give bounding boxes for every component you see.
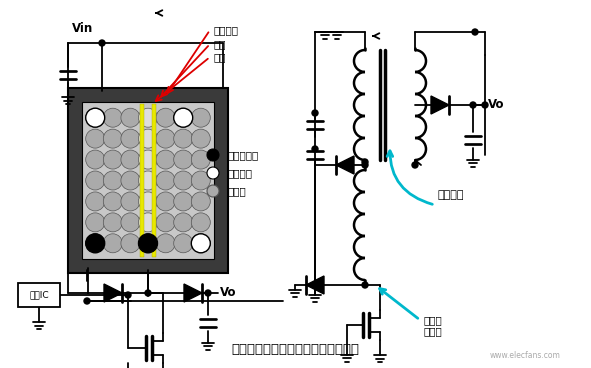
- Circle shape: [207, 185, 219, 197]
- Circle shape: [191, 129, 210, 148]
- Circle shape: [156, 234, 175, 253]
- Circle shape: [84, 298, 90, 304]
- Circle shape: [156, 192, 175, 211]
- Circle shape: [312, 110, 318, 116]
- Circle shape: [138, 129, 157, 148]
- Circle shape: [121, 192, 140, 211]
- Polygon shape: [336, 156, 354, 174]
- Circle shape: [145, 290, 151, 296]
- Circle shape: [174, 192, 193, 211]
- Circle shape: [86, 129, 105, 148]
- Bar: [152, 104, 156, 257]
- Circle shape: [362, 162, 368, 168]
- Circle shape: [103, 171, 122, 190]
- Circle shape: [121, 108, 140, 127]
- Circle shape: [86, 234, 105, 253]
- Circle shape: [86, 171, 105, 190]
- Text: 绕组末端: 绕组末端: [227, 168, 252, 178]
- Circle shape: [412, 162, 418, 168]
- Circle shape: [103, 129, 122, 148]
- Circle shape: [125, 292, 131, 298]
- Text: www.elecfans.com: www.elecfans.com: [490, 351, 561, 360]
- Circle shape: [138, 234, 157, 253]
- Circle shape: [138, 150, 157, 169]
- Circle shape: [156, 171, 175, 190]
- Circle shape: [156, 150, 175, 169]
- Circle shape: [86, 234, 105, 253]
- Text: 使用一次侧辅助绕组作为法拉第屏蔽: 使用一次侧辅助绕组作为法拉第屏蔽: [232, 343, 359, 356]
- Text: 挡墙: 挡墙: [213, 39, 226, 49]
- Circle shape: [86, 108, 105, 127]
- Circle shape: [156, 213, 175, 232]
- Circle shape: [138, 171, 157, 190]
- Circle shape: [191, 108, 210, 127]
- Text: 变压器
起始端: 变压器 起始端: [423, 315, 441, 337]
- Text: Vo: Vo: [488, 99, 505, 112]
- Text: Vin: Vin: [72, 21, 93, 35]
- Circle shape: [174, 213, 193, 232]
- Text: Vo: Vo: [220, 287, 236, 300]
- Circle shape: [121, 213, 140, 232]
- Circle shape: [191, 213, 210, 232]
- Circle shape: [362, 159, 368, 165]
- Circle shape: [138, 108, 157, 127]
- Circle shape: [86, 150, 105, 169]
- Circle shape: [121, 129, 140, 148]
- Circle shape: [174, 234, 193, 253]
- Circle shape: [207, 167, 219, 179]
- Bar: [140, 104, 144, 257]
- Bar: [68, 88, 228, 273]
- Text: 控制IC: 控制IC: [29, 290, 49, 300]
- Circle shape: [191, 192, 210, 211]
- Circle shape: [103, 192, 122, 211]
- Polygon shape: [104, 284, 122, 302]
- Circle shape: [362, 282, 368, 288]
- Circle shape: [207, 149, 219, 161]
- Circle shape: [312, 146, 318, 152]
- Circle shape: [174, 108, 193, 127]
- Circle shape: [138, 213, 157, 232]
- Circle shape: [205, 290, 211, 296]
- Circle shape: [191, 234, 210, 253]
- Circle shape: [482, 102, 488, 108]
- Circle shape: [472, 29, 478, 35]
- Text: 绕线顺序: 绕线顺序: [437, 190, 463, 200]
- Circle shape: [174, 108, 193, 127]
- Circle shape: [191, 171, 210, 190]
- Circle shape: [470, 102, 476, 108]
- Circle shape: [156, 108, 175, 127]
- Text: 静默端: 静默端: [227, 186, 246, 196]
- Circle shape: [103, 150, 122, 169]
- Text: 绝缘胶带: 绝缘胶带: [213, 25, 238, 35]
- Circle shape: [86, 192, 105, 211]
- Circle shape: [103, 213, 122, 232]
- Circle shape: [138, 192, 157, 211]
- Bar: [82, 102, 214, 259]
- Circle shape: [86, 213, 105, 232]
- Circle shape: [191, 234, 210, 253]
- Circle shape: [99, 40, 105, 46]
- Bar: [18, 283, 60, 307]
- Text: 骨架: 骨架: [213, 52, 226, 62]
- Circle shape: [121, 171, 140, 190]
- Circle shape: [174, 171, 193, 190]
- Circle shape: [138, 234, 157, 253]
- Polygon shape: [431, 96, 449, 114]
- Circle shape: [174, 129, 193, 148]
- Polygon shape: [184, 284, 202, 302]
- Circle shape: [86, 108, 105, 127]
- Circle shape: [156, 129, 175, 148]
- Text: 绕组起始端: 绕组起始端: [227, 150, 258, 160]
- Circle shape: [174, 150, 193, 169]
- Circle shape: [191, 150, 210, 169]
- Circle shape: [121, 150, 140, 169]
- Polygon shape: [306, 276, 324, 294]
- Circle shape: [121, 234, 140, 253]
- Circle shape: [103, 234, 122, 253]
- Circle shape: [103, 108, 122, 127]
